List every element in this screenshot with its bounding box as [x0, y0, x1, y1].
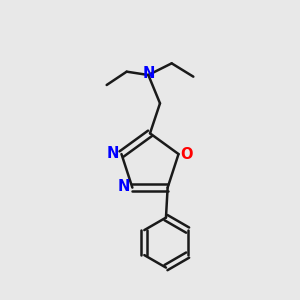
- Text: N: N: [118, 179, 130, 194]
- Text: O: O: [181, 147, 193, 162]
- Text: N: N: [142, 67, 154, 82]
- Text: N: N: [107, 146, 119, 161]
